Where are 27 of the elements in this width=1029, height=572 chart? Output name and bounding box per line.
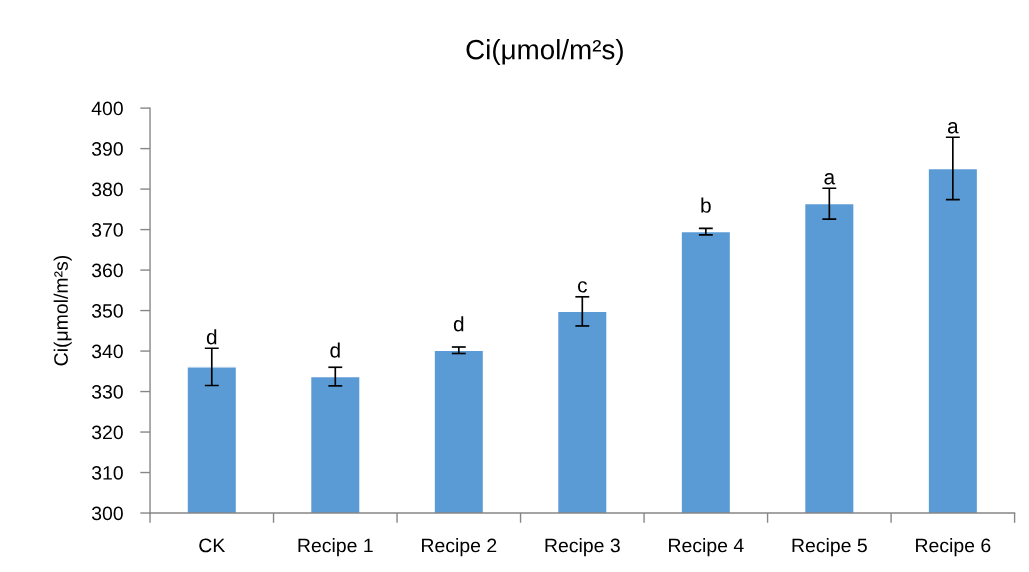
x-tick-label: Recipe 4 — [669, 538, 744, 557]
y-tick-label: 370 — [91, 223, 123, 237]
y-tick-label: 400 — [91, 101, 123, 116]
x-tick-label: Recipe 3 — [545, 538, 620, 557]
y-tick-label: 360 — [91, 263, 123, 278]
x-tick-label: Recipe 5 — [792, 538, 867, 557]
annotation: d — [453, 316, 464, 332]
annotation: d — [206, 329, 217, 345]
x-tick-label: Recipe 1 — [298, 538, 373, 557]
annotation: d — [330, 342, 340, 358]
chart-title: Ci(μmol/m²s) — [466, 39, 623, 65]
annotation: a — [947, 122, 959, 134]
y-tick-label: 380 — [91, 182, 123, 197]
x-tick-label: CK — [199, 538, 226, 553]
y-axis-title: Ci(μmol/m²s) — [53, 255, 72, 366]
y-tick-label: 390 — [91, 142, 123, 156]
annotation: a — [824, 173, 836, 185]
y-tick-label: 300 — [91, 506, 123, 521]
y-tick-label: 320 — [91, 425, 123, 440]
annotation: b — [701, 197, 711, 213]
annotation: c — [577, 281, 587, 293]
x-tick-label: Recipe 6 — [916, 538, 991, 557]
y-tick-label: 310 — [91, 466, 123, 480]
x-tick-label: Recipe 2 — [422, 538, 497, 557]
y-tick-label: 330 — [91, 385, 123, 399]
y-tick-label: 350 — [91, 304, 123, 318]
y-tick-label: 340 — [91, 344, 123, 359]
